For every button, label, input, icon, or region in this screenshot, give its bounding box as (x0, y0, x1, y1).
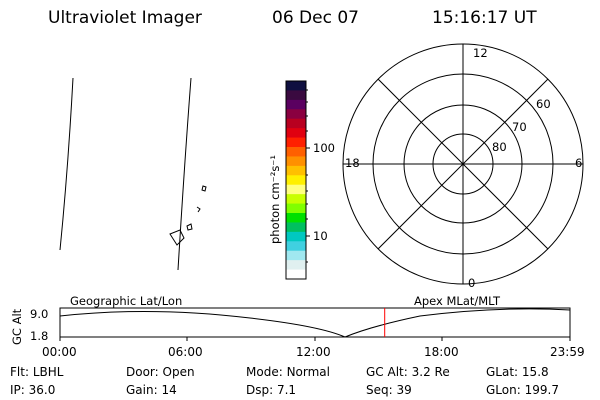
landmass-outline-2 (186, 223, 193, 231)
colorbar-cell (286, 118, 306, 129)
colorbar-cell (286, 81, 306, 91)
mlt-label-18: 18 (345, 156, 360, 170)
time-label: 15:16:17 UT (432, 8, 537, 28)
timeline-left-label: Geographic Lat/Lon (70, 294, 183, 308)
colorbar-cell (286, 99, 306, 110)
colorbar-cell (286, 213, 306, 223)
timeline-x-tick-1800: 18:00 (424, 345, 459, 359)
info-dsp: Dsp: 7.1 (246, 383, 297, 397)
colorbar-cell (286, 147, 306, 157)
timeline-x-tick-0600: 06:00 (168, 345, 203, 359)
lat-label-70: 70 (512, 120, 527, 134)
timeline-x-tick-2359: 23:59 (550, 345, 585, 359)
mlt-label-12: 12 (473, 46, 488, 60)
colorbar-cell (286, 250, 306, 261)
colorbar-cell (286, 175, 306, 186)
info-glon: GLon: 199.7 (486, 383, 559, 397)
landmass-outline-3 (196, 206, 201, 213)
colorbar-cell (286, 241, 306, 252)
colorbar-cell (286, 269, 306, 280)
colorbar-cell (286, 222, 306, 233)
colorbar-cell (286, 165, 306, 176)
colorbar-tick-100: 100 (313, 141, 335, 155)
colorbar-cell (286, 184, 306, 195)
colorbar-cell (286, 260, 306, 271)
info-seq: Seq: 39 (366, 383, 412, 397)
info-door: Door: Open (126, 365, 195, 379)
lat-label-80: 80 (492, 140, 507, 154)
colorbar-cell (286, 194, 306, 205)
lat-label-60: 60 (536, 97, 551, 111)
landmass-outline-1 (169, 229, 185, 246)
landmass-outline-4 (201, 185, 207, 192)
altitude-curve (59, 308, 571, 338)
colorbar-cell (286, 203, 306, 214)
timeline-x-tick-1200: 12:00 (296, 345, 331, 359)
left-panel-boundary-line (59, 77, 74, 251)
mlt-label-0: 0 (468, 276, 476, 290)
timeline-frame (59, 307, 571, 338)
polar-diagonal-2 (377, 78, 549, 250)
timeline-x-tick-0000: 00:00 (42, 345, 77, 359)
date-label: 06 Dec 07 (272, 8, 359, 28)
info-flt: Flt: LBHL (10, 365, 64, 379)
colorbar-cell (286, 90, 306, 101)
right-panel-boundary-line (177, 77, 192, 271)
timeline-y-tick-max: 9.0 (30, 307, 49, 321)
colorbar-cell (286, 156, 306, 167)
page-title: Ultraviolet Imager (48, 8, 202, 28)
timeline-y-tick-min: 1.8 (30, 329, 49, 343)
colorbar-cell (286, 137, 306, 148)
colorbar-cell (286, 231, 306, 242)
info-ip: IP: 36.0 (10, 383, 56, 397)
timeline-right-label: Apex MLat/MLT (414, 294, 501, 308)
mlt-label-6: 6 (575, 156, 583, 170)
colorbar-frame (285, 80, 307, 280)
info-glat: GLat: 15.8 (486, 365, 549, 379)
info-gc-alt: GC Alt: 3.2 Re (366, 365, 450, 379)
colorbar-cell (286, 128, 306, 139)
colorbar-tick-10: 10 (313, 229, 328, 243)
info-mode: Mode: Normal (246, 365, 330, 379)
colorbar-cell (286, 109, 306, 120)
info-gain: Gain: 14 (126, 383, 177, 397)
